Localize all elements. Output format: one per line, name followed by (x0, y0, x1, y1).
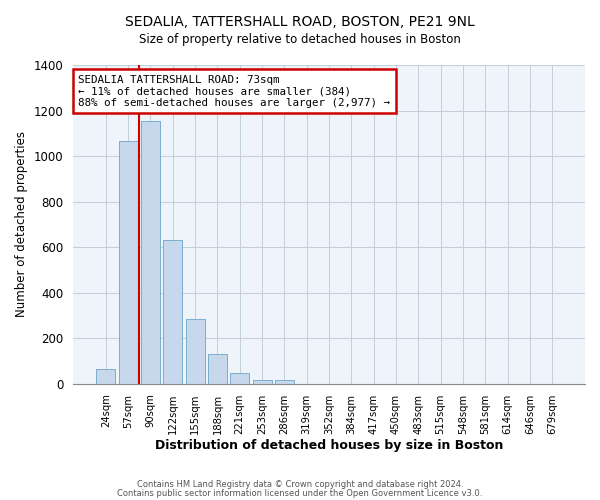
Text: Contains HM Land Registry data © Crown copyright and database right 2024.: Contains HM Land Registry data © Crown c… (137, 480, 463, 489)
Bar (96, 369, 115, 384)
Text: Size of property relative to detached houses in Boston: Size of property relative to detached ho… (139, 32, 461, 46)
Text: SEDALIA, TATTERSHALL ROAD, BOSTON, PE21 9NL: SEDALIA, TATTERSHALL ROAD, BOSTON, PE21 … (125, 15, 475, 29)
Y-axis label: Number of detached properties: Number of detached properties (15, 132, 28, 318)
Bar (185, 319, 205, 384)
Bar (119, 142, 137, 384)
Text: SEDALIA TATTERSHALL ROAD: 73sqm
← 11% of detached houses are smaller (384)
88% o: SEDALIA TATTERSHALL ROAD: 73sqm ← 11% of… (78, 74, 390, 108)
Text: Contains public sector information licensed under the Open Government Licence v3: Contains public sector information licen… (118, 488, 482, 498)
Bar (275, 380, 294, 384)
Bar (208, 354, 227, 384)
Bar (230, 373, 249, 384)
X-axis label: Distribution of detached houses by size in Boston: Distribution of detached houses by size … (155, 440, 503, 452)
Bar (253, 380, 272, 384)
Bar (141, 121, 160, 384)
Bar (163, 240, 182, 384)
